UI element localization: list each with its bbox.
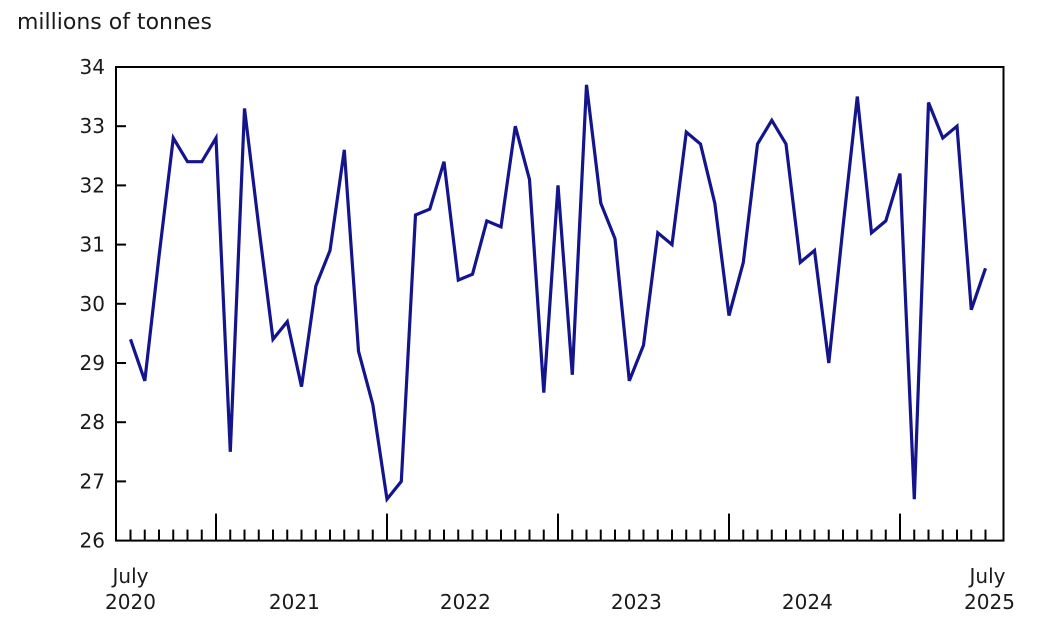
x-year-label: 2021 [269,590,320,614]
y-tick-label: 34 [80,55,105,79]
x-start-label-month: July [111,564,149,588]
y-tick-label: 30 [80,292,105,316]
x-year-label: 2023 [611,590,662,614]
data-line [128,84,988,504]
x-end-label-month: July [968,564,1006,588]
x-start-label-year: 2020 [105,590,156,614]
y-tick-label: 29 [80,351,105,375]
x-end-label-year: 2025 [964,590,1015,614]
x-year-label: 2022 [440,590,491,614]
y-tick-label: 32 [80,173,105,197]
chart-unit-label: millions of tonnes [17,10,212,35]
y-tick-label: 31 [80,233,105,257]
y-tick-label: 28 [80,410,105,434]
y-tick-label: 33 [80,114,105,138]
x-year-label: 2024 [782,590,833,614]
y-tick-label: 26 [80,529,105,553]
y-tick-label: 27 [80,469,105,493]
